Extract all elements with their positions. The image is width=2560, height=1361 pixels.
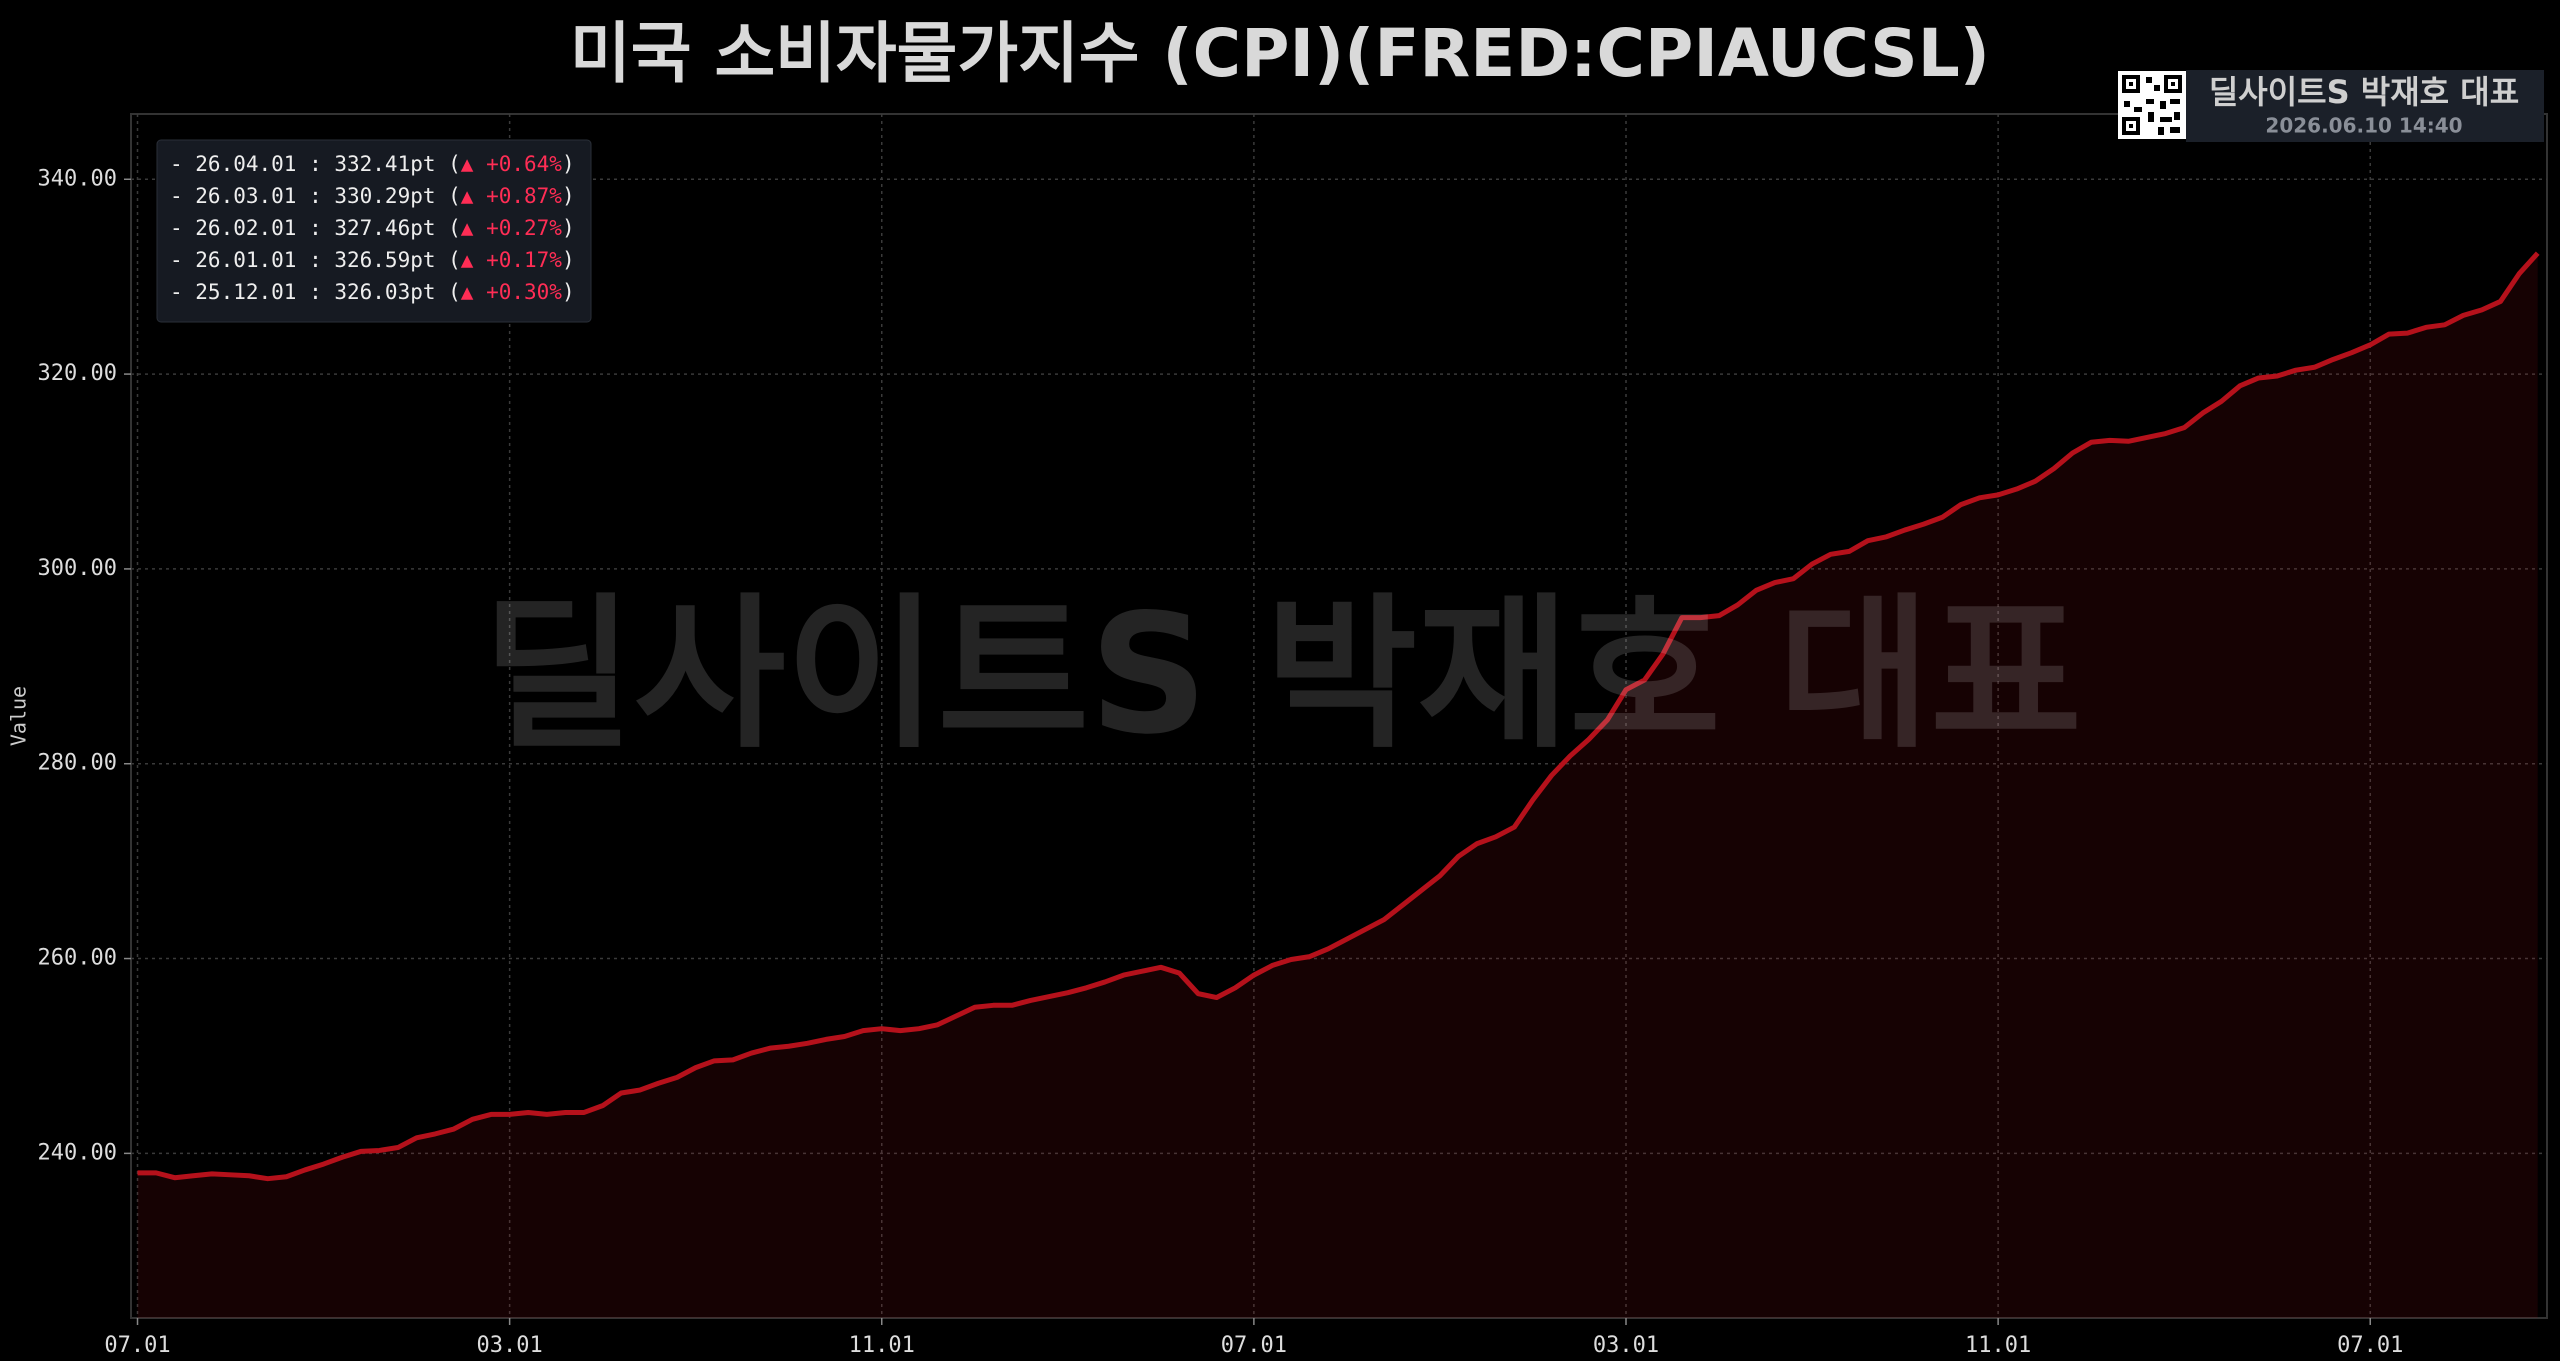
legend-entry-text: - 26.04.01 : 332.41pt (	[170, 152, 461, 176]
legend-entry-change: ▲ +0.87%	[461, 184, 563, 208]
plot-area: 240.00 260.00 280.00 300.00 320.00 340.00 07.0…	[38, 113, 2548, 1358]
qr-pattern	[2122, 75, 2182, 135]
badge: 딜사이트S 박재호 대표 2026.06.10 14:40	[2118, 70, 2544, 142]
y-tick-label: 300.00	[38, 556, 117, 581]
legend-entry-text: - 26.03.01 : 330.29pt (	[170, 184, 461, 208]
legend-entry-close: )	[562, 152, 575, 176]
legend-entry-text: - 26.02.01 : 327.46pt (	[170, 216, 461, 240]
legend-entry-change: ▲ +0.64%	[461, 152, 563, 176]
legend-entry: - 26.02.01 : 327.46pt (▲ +0.27%)	[170, 216, 575, 240]
y-tick-label: 260.00	[38, 946, 117, 971]
legend-entry-close: )	[562, 184, 575, 208]
legend-entry: - 26.04.01 : 332.41pt (▲ +0.64%)	[170, 152, 575, 176]
x-tick-label: 03.01	[1593, 1333, 1659, 1358]
legend-entry-text: - 25.12.01 : 326.03pt (	[170, 280, 461, 304]
x-tick-label: 07.01	[1221, 1333, 1287, 1358]
legend-background	[156, 139, 592, 323]
x-tick-label: 03.01	[477, 1333, 543, 1358]
y-axis-label: Value	[7, 686, 31, 746]
x-tick-label: 11.01	[1965, 1333, 2031, 1358]
badge-name: 딜사이트S 박재호 대표	[2209, 73, 2519, 111]
x-tick-label: 07.01	[104, 1333, 170, 1358]
badge-background	[2186, 70, 2544, 142]
watermark: 딜사이트S 박재호 대표	[482, 578, 2082, 770]
badge-timestamp: 2026.06.10 14:40	[2265, 114, 2462, 138]
legend-entry-text: - 26.01.01 : 326.59pt (	[170, 248, 461, 272]
x-tick-label: 07.01	[2337, 1333, 2403, 1358]
legend-entry-change: ▲ +0.30%	[461, 280, 563, 304]
y-tick-label: 280.00	[38, 751, 117, 776]
plot-frame	[130, 113, 2548, 1319]
chart-title: 미국 소비자물가지수 (CPI)(FRED:CPIAUCSL)	[570, 15, 1990, 92]
y-tick-label: 320.00	[38, 361, 117, 386]
legend-entry-close: )	[562, 280, 575, 304]
legend-entry-close: )	[562, 248, 575, 272]
legend-entry: - 26.01.01 : 326.59pt (▲ +0.17%)	[170, 248, 575, 272]
legend-entry-change: ▲ +0.17%	[461, 248, 563, 272]
line	[137, 251, 2540, 1182]
legend-entry: - 25.12.01 : 326.03pt (▲ +0.30%)	[170, 280, 575, 304]
legend-entry-close: )	[562, 216, 575, 240]
legend-entry: - 26.03.01 : 330.29pt (▲ +0.87%)	[170, 184, 575, 208]
legend-entry-change: ▲ +0.27%	[461, 216, 563, 240]
legend-box: - 26.04.01 : 332.41pt (▲ +0.64%)- 26.03.…	[156, 139, 592, 323]
x-tick-label: 11.01	[849, 1333, 915, 1358]
y-tick-label: 240.00	[38, 1140, 117, 1165]
y-tick-label: 340.00	[38, 166, 117, 191]
